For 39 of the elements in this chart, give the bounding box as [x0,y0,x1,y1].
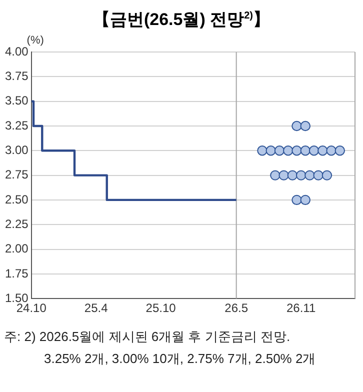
point [292,194,302,206]
point [287,170,298,180]
point [334,146,345,156]
point [270,170,280,180]
chart-title: 【금번(26.5월) 전망$^{2)}$】 [92,9,272,31]
x-tick-label: 26.11 [286,301,316,316]
y-tick-label: 2.25 [4,216,29,231]
text: 주: 2) 2026.5월에 제시된 6개월 후 기준금리 전망. [3,328,292,346]
point [322,170,332,180]
point [308,146,320,156]
y-tick-label: 2.00 [4,242,29,256]
x-tick-label: 26.5 [224,301,248,316]
point [257,146,268,156]
point [300,146,310,156]
y-tick-label: 3.25 [4,118,29,132]
point [296,170,306,180]
point [300,120,310,132]
point [300,194,310,206]
text: 3.25% 2개, 3.00% 10개, 2.75% 7개, 2.50% 2개 [43,350,317,368]
point [292,146,302,156]
y-tick-label: 1.75 [4,266,29,280]
y-tick-label: 4.00 [4,44,29,58]
y-tick-label: 3.50 [4,94,29,108]
point [283,146,294,156]
y-tick-label: 3.00 [4,142,29,157]
y-tick-label: 3.75 [4,68,29,83]
x-tick-label: 25.10 [146,301,176,316]
point [313,170,324,180]
x-tick-label: 25.4 [84,301,108,316]
point [274,146,285,156]
point [266,146,276,156]
point [326,146,336,156]
point [278,170,289,180]
point [318,146,328,156]
y-tick-label: 2.75 [4,168,29,182]
y-axis-title: (%) [26,34,44,47]
point [304,170,315,180]
y-tick-label: 2.50 [4,192,29,206]
point [292,120,302,132]
